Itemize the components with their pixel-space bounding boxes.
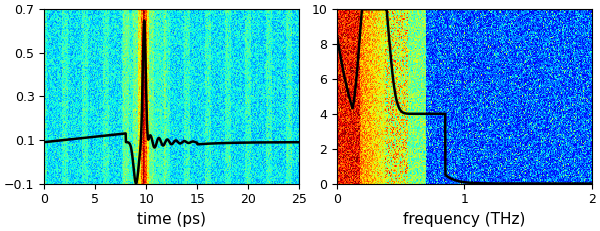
X-axis label: time (ps): time (ps) (137, 212, 206, 227)
X-axis label: frequency (THz): frequency (THz) (403, 212, 526, 227)
